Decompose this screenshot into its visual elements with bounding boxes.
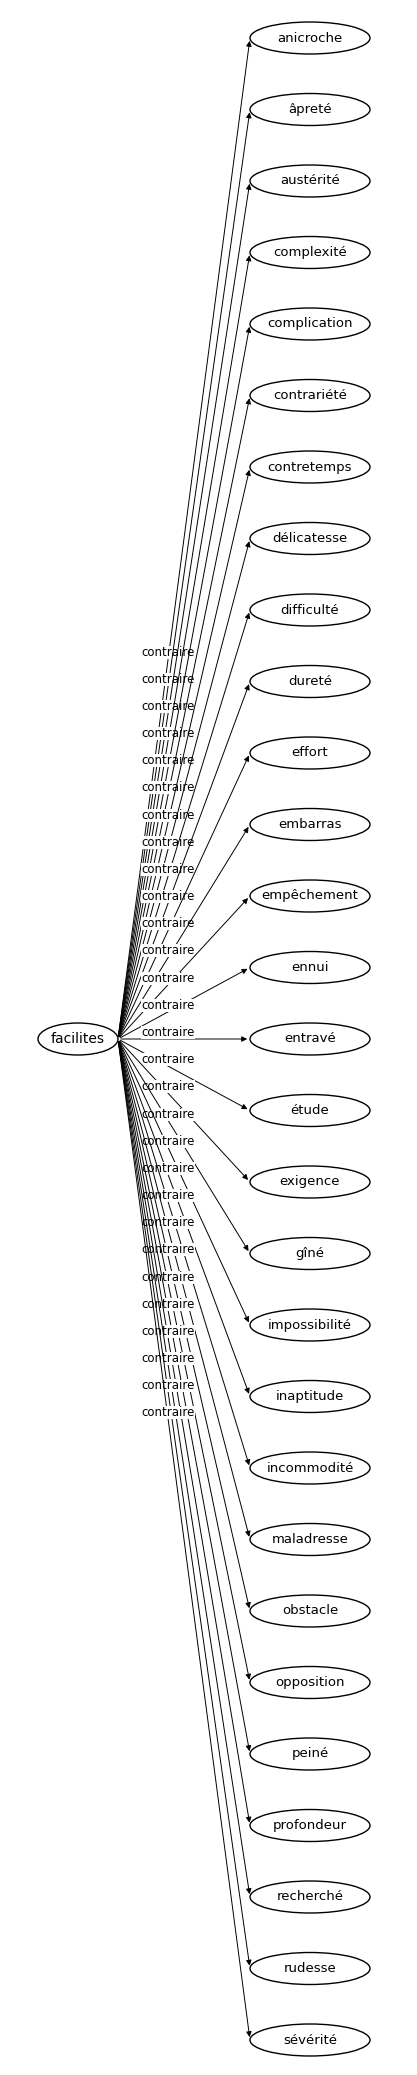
Text: contraire: contraire: [141, 755, 195, 768]
Text: contraire: contraire: [141, 998, 195, 1013]
Text: opposition: opposition: [275, 1677, 345, 1689]
Text: âpreté: âpreté: [288, 104, 332, 116]
Text: exigence: exigence: [280, 1177, 340, 1189]
Text: contraire: contraire: [141, 863, 195, 876]
Text: contraire: contraire: [141, 917, 195, 930]
Text: sévérité: sévérité: [283, 2034, 337, 2046]
Text: contraire: contraire: [141, 1081, 195, 1094]
Text: anicroche: anicroche: [277, 31, 343, 44]
Text: contraire: contraire: [141, 1270, 195, 1284]
Text: incommodité: incommodité: [266, 1461, 354, 1475]
Text: contraire: contraire: [141, 1189, 195, 1201]
Text: complexité: complexité: [273, 247, 347, 259]
Text: contraire: contraire: [141, 645, 195, 658]
Text: contraire: contraire: [141, 1054, 195, 1067]
Text: contraire: contraire: [141, 1324, 195, 1338]
Text: contraire: contraire: [141, 1243, 195, 1255]
Text: contraire: contraire: [141, 1135, 195, 1147]
Text: contraire: contraire: [141, 890, 195, 903]
Text: délicatesse: délicatesse: [272, 531, 348, 546]
Text: contraire: contraire: [141, 699, 195, 714]
Text: empêchement: empêchement: [261, 890, 359, 903]
Text: contraire: contraire: [141, 1297, 195, 1311]
Text: contraire: contraire: [141, 836, 195, 849]
Text: contraire: contraire: [141, 1407, 195, 1419]
Text: contraire: contraire: [141, 971, 195, 986]
Text: contraire: contraire: [141, 726, 195, 741]
Text: contrariété: contrariété: [273, 388, 347, 403]
Text: contraire: contraire: [141, 1380, 195, 1392]
Text: impossibilité: impossibilité: [268, 1318, 352, 1332]
Text: difficulté: difficulté: [281, 604, 339, 616]
Text: peiné: peiné: [291, 1747, 329, 1760]
Text: contraire: contraire: [141, 1108, 195, 1120]
Text: complication: complication: [267, 317, 353, 330]
Text: facilites: facilites: [51, 1031, 105, 1046]
Text: recherché: recherché: [276, 1890, 344, 1903]
Text: contretemps: contretemps: [268, 461, 352, 473]
Text: contraire: contraire: [141, 944, 195, 957]
Text: effort: effort: [291, 747, 328, 759]
Text: contraire: contraire: [141, 672, 195, 687]
Text: dureté: dureté: [288, 674, 332, 689]
Text: profondeur: profondeur: [273, 1820, 347, 1832]
Text: maladresse: maladresse: [271, 1533, 349, 1546]
Text: contraire: contraire: [141, 782, 195, 795]
Text: embarras: embarras: [278, 818, 342, 830]
Text: contraire: contraire: [141, 809, 195, 822]
Text: contraire: contraire: [141, 1216, 195, 1228]
Text: gîné: gîné: [296, 1247, 324, 1260]
Text: rudesse: rudesse: [284, 1963, 337, 1975]
Text: contraire: contraire: [141, 1025, 195, 1040]
Text: inaptitude: inaptitude: [276, 1390, 344, 1403]
Text: austérité: austérité: [280, 174, 340, 187]
Text: étude: étude: [291, 1104, 329, 1116]
Text: contraire: contraire: [141, 1353, 195, 1365]
Text: obstacle: obstacle: [282, 1604, 338, 1619]
Text: ennui: ennui: [291, 961, 329, 973]
Text: contraire: contraire: [141, 1162, 195, 1174]
Text: entravé: entravé: [284, 1033, 336, 1046]
